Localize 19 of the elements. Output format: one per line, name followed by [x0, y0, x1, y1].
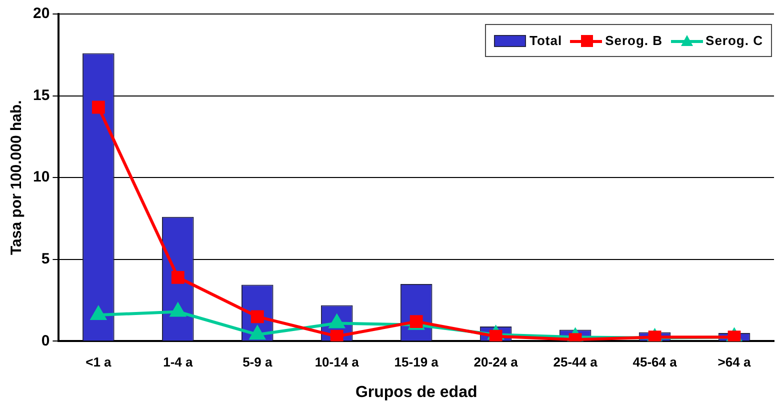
x-tick-label: 25-44 a: [553, 354, 598, 370]
x-tick-label: 10-14 a: [314, 354, 360, 370]
x-tick-label: 45-64 a: [632, 354, 678, 370]
y-tick-label: 5: [41, 250, 50, 268]
x-tick-label: >64 a: [718, 354, 752, 370]
y-tick-label: 0: [41, 332, 50, 350]
y-tick-label: 10: [32, 168, 50, 186]
y-tick-label: 20: [32, 5, 50, 22]
y-tick-label: 15: [32, 86, 50, 104]
x-tick-label: 1-4 a: [163, 354, 194, 370]
legend-label: Total: [529, 33, 562, 48]
x-tick-label: 5-9 a: [242, 354, 273, 370]
x-tick-label: <1 a: [86, 354, 112, 370]
x-tick-label: 15-19 a: [394, 354, 440, 370]
x-axis-title: Grupos de edad: [355, 384, 478, 401]
x-tick-label: 20-24 a: [474, 354, 519, 370]
y-axis-title: Tasa por 100.000 hab.: [8, 100, 26, 256]
legend-label: Serog. B: [605, 33, 663, 48]
legend-label: Serog. C: [706, 33, 763, 48]
